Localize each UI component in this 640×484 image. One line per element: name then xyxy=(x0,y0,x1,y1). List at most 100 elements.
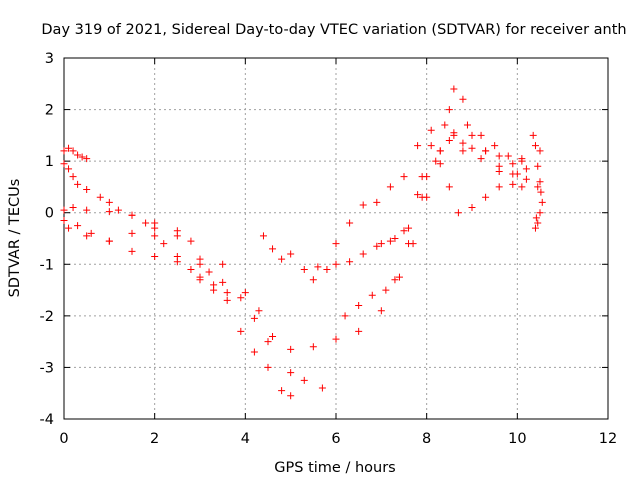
data-point xyxy=(495,167,503,175)
y-tick-label: 2 xyxy=(45,103,54,119)
data-point xyxy=(250,348,258,356)
data-point xyxy=(529,131,537,139)
data-point xyxy=(482,147,490,155)
data-point xyxy=(287,250,295,258)
data-point xyxy=(477,131,485,139)
data-point xyxy=(477,155,485,163)
data-point xyxy=(60,216,68,224)
data-point xyxy=(332,335,340,343)
data-point xyxy=(536,209,544,217)
data-point xyxy=(459,139,467,147)
data-point xyxy=(355,327,363,335)
data-point xyxy=(536,147,544,155)
data-point xyxy=(427,142,435,150)
y-tick-label: -4 xyxy=(40,412,54,428)
data-point xyxy=(219,278,227,286)
data-point xyxy=(504,152,512,160)
data-point xyxy=(69,204,77,212)
data-point xyxy=(105,208,113,216)
data-point xyxy=(69,147,77,155)
data-point xyxy=(400,173,408,181)
data-point xyxy=(522,165,530,173)
data-point xyxy=(160,240,168,248)
y-tick-label: -2 xyxy=(40,309,54,325)
data-point xyxy=(278,387,286,395)
x-tick-label: 2 xyxy=(150,431,159,447)
y-tick-label: 3 xyxy=(45,51,54,67)
data-point xyxy=(450,85,458,93)
chart-title: Day 319 of 2021, Sidereal Day-to-day VTE… xyxy=(41,22,626,38)
data-point xyxy=(534,183,542,191)
data-point xyxy=(83,186,91,194)
data-point xyxy=(287,369,295,377)
data-point xyxy=(346,219,354,227)
data-point xyxy=(287,345,295,353)
data-point xyxy=(173,227,181,235)
data-point xyxy=(151,253,159,261)
data-point xyxy=(418,173,426,181)
data-point xyxy=(83,155,91,163)
data-point xyxy=(382,286,390,294)
data-point xyxy=(445,106,453,114)
data-point xyxy=(427,126,435,134)
data-point xyxy=(309,276,317,284)
data-point xyxy=(468,144,476,152)
data-point xyxy=(314,263,322,271)
satellite-track-8 xyxy=(341,85,526,320)
x-axis-label: GPS time / hours xyxy=(274,460,395,476)
data-point xyxy=(74,151,82,159)
data-point xyxy=(250,314,258,322)
data-point xyxy=(264,363,272,371)
data-point xyxy=(74,180,82,188)
data-point xyxy=(78,153,86,161)
data-point xyxy=(386,183,394,191)
data-point xyxy=(105,198,113,206)
data-point xyxy=(87,229,95,237)
data-point xyxy=(210,281,218,289)
data-point xyxy=(105,237,113,245)
data-point xyxy=(509,160,517,168)
data-point xyxy=(359,201,367,209)
x-tick-label: 4 xyxy=(241,431,250,447)
data-point xyxy=(391,276,399,284)
data-point xyxy=(205,268,213,276)
data-point xyxy=(60,160,68,168)
data-point xyxy=(287,392,295,400)
x-tick-label: 0 xyxy=(59,431,68,447)
data-point xyxy=(219,260,227,268)
data-point xyxy=(459,147,467,155)
data-point xyxy=(187,237,195,245)
data-point xyxy=(255,307,263,315)
data-point xyxy=(409,240,417,248)
data-point xyxy=(531,224,539,232)
data-point xyxy=(368,291,376,299)
data-point xyxy=(69,173,77,181)
data-point xyxy=(377,307,385,315)
data-point xyxy=(173,258,181,266)
data-point xyxy=(223,296,231,304)
data-point xyxy=(538,198,546,206)
data-point xyxy=(259,232,267,240)
data-point xyxy=(405,224,413,232)
data-point xyxy=(332,240,340,248)
satellite-track-4 xyxy=(60,216,295,400)
data-point xyxy=(151,224,159,232)
data-point xyxy=(355,302,363,310)
x-tick-label: 6 xyxy=(331,431,340,447)
data-point xyxy=(373,198,381,206)
y-tick-label: 1 xyxy=(45,154,54,170)
data-point xyxy=(128,229,136,237)
y-axis-label: SDTVAR / TECUs xyxy=(7,179,23,298)
data-point xyxy=(60,206,68,214)
data-point xyxy=(83,206,91,214)
data-point xyxy=(341,312,349,320)
data-point xyxy=(518,183,526,191)
y-tick-label: 0 xyxy=(45,206,54,222)
data-point xyxy=(346,258,354,266)
data-point xyxy=(532,214,540,222)
data-point xyxy=(536,178,544,186)
satellite-track-10 xyxy=(529,131,546,232)
data-point xyxy=(534,219,542,227)
